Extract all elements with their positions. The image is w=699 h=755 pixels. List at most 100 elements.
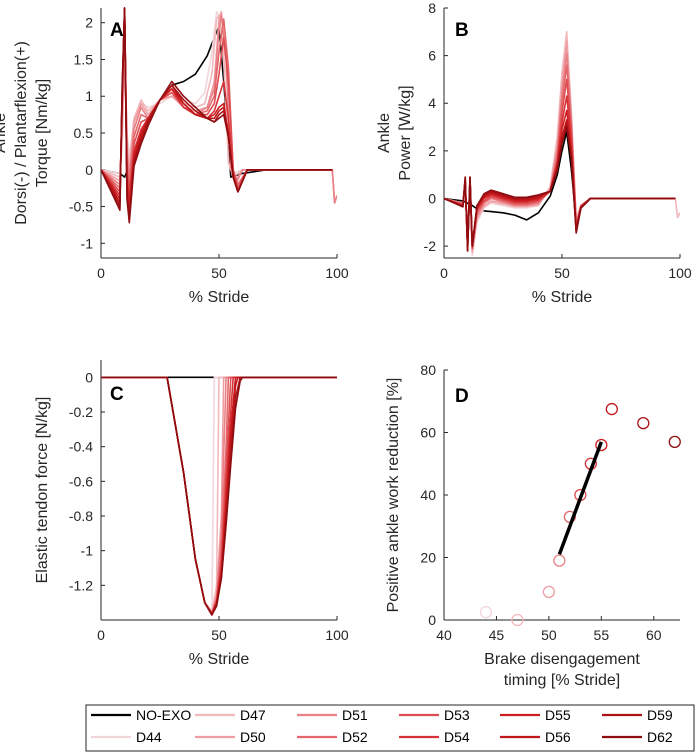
x-tick-label: 0: [97, 265, 105, 281]
scatter-point-d62: [668, 435, 681, 449]
x-tick-label: 50: [211, 627, 227, 643]
panel-c: 0 50 100 0 -0.2 -0.4 -0.6 -0.8 -1 -1.2 % Stride Ela…: [34, 360, 349, 668]
scatter-point-d44: [479, 606, 493, 619]
legend-item-d55: D55: [500, 707, 571, 723]
scatter-point-d47: [511, 613, 524, 627]
y-tick-label: 60: [420, 425, 436, 441]
y-tick-label: 8: [428, 0, 436, 16]
x-axis-label: Brake disengagement: [484, 651, 640, 668]
x-tick-label: 50: [541, 627, 557, 643]
scatter-point-d50: [542, 585, 556, 599]
x-axis-label: % Stride: [532, 289, 593, 306]
legend-label: D59: [647, 707, 673, 723]
legend-item-d52: D52: [297, 729, 368, 745]
y-tick-label: -1.2: [69, 577, 93, 593]
y-tick-label: 80: [420, 362, 436, 378]
legend-box: [85, 704, 695, 752]
y-tick-label: -0.2: [69, 404, 93, 420]
x-tick-label: 0: [97, 627, 105, 643]
series-line-d51: [101, 14, 337, 204]
x-axis-label: % Stride: [189, 289, 250, 306]
scatter-point-d59: [637, 416, 650, 430]
y-tick-label: -2: [424, 238, 437, 254]
panel-letter: C: [110, 384, 124, 405]
legend-item-d56: D56: [500, 729, 571, 745]
series-line-d62: [444, 126, 676, 252]
legend-label: D51: [342, 707, 368, 723]
series-line-d53: [101, 7, 333, 193]
panel-a: 0 50 100 -1 -0.5 0 0.5 1 1.5 2 % Stride Ankle Dorsi(…: [0, 7, 349, 306]
x-tick-label: 0: [440, 265, 448, 281]
y-tick-label: 1.5: [74, 51, 94, 67]
legend-item-d53: D53: [399, 707, 470, 723]
panel-letter: D: [455, 386, 469, 407]
y-tick-label: 40: [420, 487, 436, 503]
y-tick-label: 4: [428, 95, 436, 111]
legend-label: D50: [240, 729, 266, 745]
y-axis-label: Dorsi(-) / Plantarflexion(+): [13, 41, 30, 225]
y-tick-label: 6: [428, 48, 436, 64]
legend-label: D54: [444, 729, 470, 745]
x-tick-label: 50: [554, 265, 570, 281]
legend-item-no-exo: NO-EXO: [91, 707, 191, 723]
y-tick-label: -0.6: [69, 473, 93, 489]
scatter-point-d56: [605, 402, 618, 416]
y-tick-label: 0: [428, 190, 436, 206]
y-tick-label: -0.5: [69, 199, 93, 215]
y-tick-label: 20: [420, 550, 436, 566]
legend-item-d47: D47: [195, 707, 266, 723]
y-tick-label: 0: [85, 369, 93, 385]
x-tick-label: 50: [211, 265, 227, 281]
y-tick-label: 0.5: [74, 125, 94, 141]
y-tick-label: -1: [81, 235, 94, 251]
legend-item-d59: D59: [602, 707, 673, 723]
x-tick-label: 100: [325, 627, 349, 643]
legend-label: D62: [647, 729, 673, 745]
x-tick-label: 100: [325, 265, 349, 281]
x-tick-label: 100: [668, 265, 692, 281]
y-axis-label: Torque [Nm/kg]: [34, 79, 51, 187]
y-tick-label: 2: [428, 143, 436, 159]
y-axis-label: Elastic tendon force [N/kg]: [34, 397, 51, 584]
y-axis-label: Ankle: [376, 113, 393, 153]
legend-label: D47: [240, 707, 266, 723]
series-line-d62: [101, 7, 333, 224]
series-group: [101, 7, 337, 224]
series-line-d62: [101, 376, 337, 616]
scatter-point-d55: [595, 438, 608, 452]
legend-item-d44: D44: [91, 729, 162, 745]
x-tick-label: 60: [646, 627, 662, 643]
x-tick-label: 55: [594, 627, 610, 643]
legend: NO-EXO D47 D51 D53 D55 D59 D44 D50 D52 D54 D56 D62: [85, 704, 695, 752]
y-axis-label: Positive ankle work reduction [%]: [385, 378, 402, 613]
legend-item-d50: D50: [195, 729, 266, 745]
legend-item-d51: D51: [297, 707, 368, 723]
legend-item-d62: D62: [602, 729, 673, 745]
x-axis-label: timing [% Stride]: [504, 672, 620, 689]
series-line-d47: [101, 14, 337, 204]
panel-letter: B: [455, 20, 469, 41]
y-tick-label: 0: [428, 612, 436, 628]
legend-label: D52: [342, 729, 368, 745]
legend-item-d54: D54: [399, 729, 470, 745]
series-line-d55: [101, 7, 333, 208]
y-tick-label: 1: [85, 88, 93, 104]
y-axis-label: Ankle: [0, 113, 9, 153]
y-tick-label: -0.4: [69, 439, 93, 455]
legend-label: D44: [136, 729, 162, 745]
y-tick-label: 2: [85, 15, 93, 31]
y-tick-label: -0.8: [69, 508, 93, 524]
legend-label: D53: [444, 707, 470, 723]
y-tick-label: -1: [81, 543, 94, 559]
fit-line: [557, 441, 603, 555]
panel-letter: A: [110, 20, 124, 41]
x-axis-label: % Stride: [189, 651, 250, 668]
legend-label: D55: [545, 707, 571, 723]
y-axis-label: Power [W/kg]: [397, 85, 414, 180]
x-tick-label: 45: [489, 627, 505, 643]
series-group: [444, 30, 680, 257]
series-group: [101, 376, 337, 616]
panel-d: 40 45 50 55 60 0 20 40 60 80 Brake disengagement ti…: [385, 362, 681, 689]
